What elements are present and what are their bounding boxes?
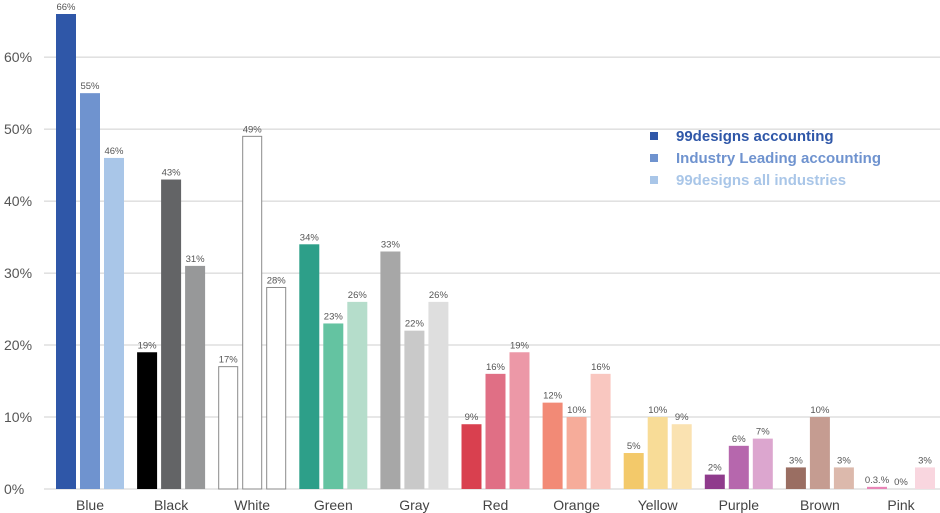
category-label: Orange (553, 497, 600, 513)
bar-black-series-1 (137, 352, 158, 489)
legend: 99designs accounting Industry Leading acc… (650, 128, 881, 189)
data-label: 19% (138, 340, 158, 351)
bar-gray-series-1 (380, 251, 401, 489)
y-tick-label: 10% (4, 409, 32, 425)
bar-green-series-1 (299, 244, 320, 489)
data-label: 31% (186, 254, 206, 265)
data-label: 3% (837, 455, 851, 466)
legend-swatch (650, 176, 658, 184)
bar-purple-series-1 (704, 474, 725, 489)
bar-blue-series-3 (104, 157, 124, 489)
bar-red-series-2 (485, 373, 506, 489)
data-label: 3% (789, 455, 803, 466)
data-label: 66% (56, 2, 76, 13)
bar-purple-series-2 (728, 445, 749, 489)
category-label: Green (314, 497, 353, 513)
data-label: 0% (894, 477, 908, 488)
data-label: 0.3.% (865, 475, 890, 486)
data-label: 16% (486, 362, 506, 373)
category-label: Brown (800, 497, 840, 513)
y-tick-label: 50% (4, 121, 32, 137)
category-label: Purple (719, 497, 760, 513)
category-label: Blue (76, 497, 104, 513)
bar-white-series-2 (242, 135, 263, 490)
data-label: 9% (675, 412, 689, 423)
data-label: 46% (104, 146, 124, 157)
data-label: 26% (429, 290, 449, 301)
bar-yellow-series-3 (671, 424, 692, 489)
y-axis: 0% 10% 20% 30% 40% 50% 60% (4, 49, 32, 497)
bar-white-series-1 (218, 366, 239, 490)
data-label: 26% (348, 290, 368, 301)
data-label: 12% (543, 391, 563, 402)
data-label: 3% (918, 455, 932, 466)
category-label: Red (483, 497, 509, 513)
y-tick-label: 0% (4, 481, 24, 497)
bar-blue-series-1 (56, 14, 76, 489)
bar-red-series-3 (509, 352, 530, 489)
y-tick-label: 40% (4, 193, 32, 209)
category-label: Gray (399, 497, 429, 513)
data-label: 10% (567, 405, 587, 416)
bar-pink-series-1 (867, 486, 887, 489)
category-label: Pink (887, 497, 915, 513)
data-label: 55% (80, 81, 100, 92)
bar-white-series-3 (266, 286, 287, 490)
data-label: 16% (591, 362, 611, 373)
category-label: Yellow (638, 497, 679, 513)
bar-black-series-3 (185, 265, 206, 489)
bar-brown-series-1 (785, 467, 806, 489)
y-tick-label: 30% (4, 265, 32, 281)
bar-gray-series-3 (428, 301, 449, 489)
data-label: 22% (405, 319, 425, 330)
data-label: 2% (708, 463, 722, 474)
y-tick-label: 60% (4, 49, 32, 65)
bar-orange-series-2 (566, 417, 587, 489)
bar-yellow-series-1 (623, 453, 644, 489)
category-label: White (234, 497, 270, 513)
bar-red-series-1 (461, 424, 482, 489)
bar-blue-series-2 (80, 93, 100, 490)
bar-brown-series-3 (833, 467, 854, 489)
data-label: 43% (162, 168, 182, 179)
legend-label: 99designs all industries (676, 172, 846, 189)
data-label: 17% (219, 355, 239, 366)
data-label: 7% (756, 427, 770, 438)
data-labels: 66% 55% 46% 19% 43% 31% 17% 49% 28% 34% 23% 26% 33% 2… (56, 2, 932, 488)
data-label: 19% (510, 340, 530, 351)
bar-brown-series-2 (809, 417, 830, 489)
data-label: 10% (648, 405, 668, 416)
data-label: 33% (381, 240, 401, 251)
legend-label: 99designs accounting (676, 128, 834, 145)
legend-label: Industry Leading accounting (676, 150, 881, 167)
bar-purple-series-3 (752, 438, 773, 489)
data-label: 10% (810, 405, 830, 416)
bar-orange-series-1 (542, 402, 563, 489)
bar-orange-series-3 (590, 373, 611, 489)
bar-black-series-2 (161, 179, 182, 489)
data-label: 34% (300, 232, 320, 243)
data-label: 9% (465, 412, 479, 423)
data-label: 6% (732, 434, 746, 445)
bar-yellow-series-2 (647, 417, 668, 489)
legend-swatch (650, 132, 658, 140)
x-axis: Blue Black White Green Gray Red Orange Yellow Pu… (76, 497, 916, 513)
data-label: 23% (324, 311, 344, 322)
bar-gray-series-2 (404, 330, 425, 489)
bars (56, 14, 935, 490)
data-label: 49% (243, 124, 263, 135)
category-label: Black (154, 497, 189, 513)
bar-pink-series-3 (915, 467, 935, 489)
legend-swatch (650, 154, 658, 162)
y-tick-label: 20% (4, 337, 32, 353)
data-label: 5% (627, 441, 641, 452)
bar-green-series-2 (323, 323, 344, 489)
bar-green-series-3 (347, 301, 368, 489)
data-label: 28% (267, 275, 287, 286)
